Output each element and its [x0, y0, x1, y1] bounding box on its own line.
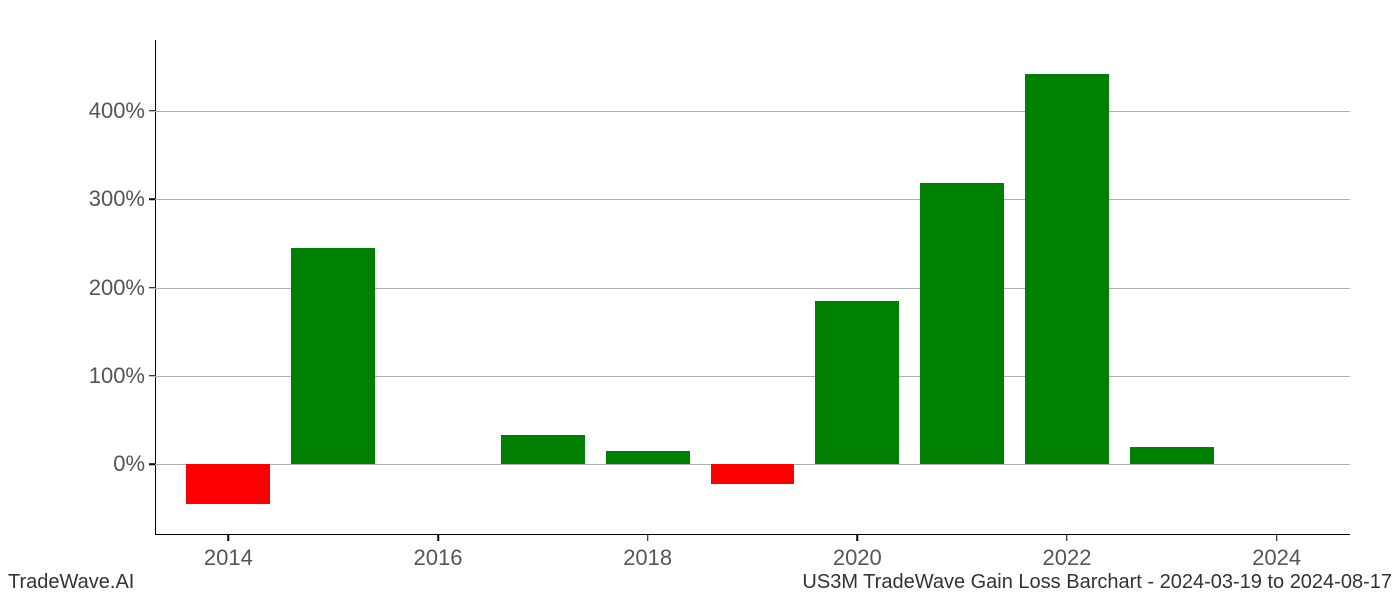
bar	[501, 435, 585, 464]
bar	[606, 451, 690, 464]
ytick-label: 0%	[65, 451, 145, 477]
xtick-mark	[228, 535, 230, 541]
ytick-mark	[149, 464, 155, 466]
ytick-mark	[149, 198, 155, 200]
bar	[186, 464, 270, 504]
footer-left-text: TradeWave.AI	[8, 571, 134, 594]
ytick-mark	[149, 287, 155, 289]
xtick-label: 2022	[1042, 545, 1091, 571]
bar	[920, 183, 1004, 464]
ytick-label: 400%	[65, 98, 145, 124]
xtick-label: 2024	[1252, 545, 1301, 571]
xtick-mark	[647, 535, 649, 541]
bar	[1025, 74, 1109, 465]
xtick-mark	[1066, 535, 1068, 541]
xtick-label: 2016	[414, 545, 463, 571]
footer-right-text: US3M TradeWave Gain Loss Barchart - 2024…	[802, 571, 1392, 594]
xtick-label: 2014	[204, 545, 253, 571]
bar	[815, 301, 899, 465]
ytick-label: 200%	[65, 275, 145, 301]
gridline	[155, 111, 1350, 112]
ytick-label: 300%	[65, 186, 145, 212]
xtick-mark	[437, 535, 439, 541]
xtick-label: 2018	[623, 545, 672, 571]
ytick-label: 100%	[65, 363, 145, 389]
xtick-mark	[1276, 535, 1278, 541]
xtick-label: 2020	[833, 545, 882, 571]
bar	[291, 248, 375, 465]
bar	[1130, 447, 1214, 465]
bar	[711, 464, 795, 483]
ytick-mark	[149, 375, 155, 377]
gridline	[155, 199, 1350, 200]
xtick-mark	[857, 535, 859, 541]
ytick-mark	[149, 110, 155, 112]
